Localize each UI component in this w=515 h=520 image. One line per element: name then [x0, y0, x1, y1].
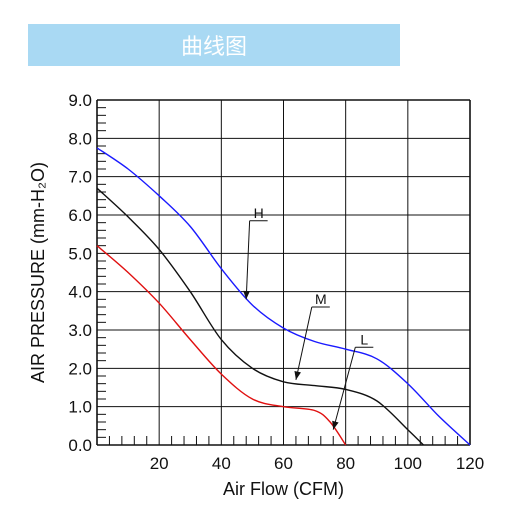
callout-arrowhead [294, 370, 301, 380]
callout-leader [332, 347, 356, 430]
banner-title: 曲线图 [180, 35, 247, 60]
series-line-h [96, 147, 471, 446]
y-tick-label: 4.0 [68, 283, 92, 302]
curve-label-m: M [315, 291, 327, 307]
x-tick-label: 20 [150, 454, 169, 473]
curve-pointers: H M L [243, 205, 374, 430]
y-tick-label: 3.0 [68, 321, 92, 340]
callout-arrowhead [332, 420, 339, 430]
chart-series [96, 147, 471, 446]
series-line-l [96, 245, 347, 446]
curve-label-l: L [360, 331, 368, 347]
x-tick-label: 80 [336, 454, 355, 473]
x-axis-title: Air Flow (CFM) [223, 479, 344, 499]
callout-leader [245, 220, 251, 300]
x-tick-label: 60 [274, 454, 293, 473]
x-tick-label: 100 [394, 454, 422, 473]
tick-labels: 0.0 1.0 2.0 3.0 4.0 5.0 6.0 7.0 8.0 9.0 20 40 60 80 10… [68, 91, 484, 473]
x-tick-label: 40 [212, 454, 231, 473]
callout-arrowhead [243, 290, 250, 300]
y-tick-label: 9.0 [68, 91, 92, 110]
curve-label-h: H [254, 205, 264, 221]
chart-grid [96, 99, 471, 446]
y-tick-label: 6.0 [68, 206, 92, 225]
y-tick-label: 7.0 [68, 168, 92, 187]
y-tick-label: 1.0 [68, 398, 92, 417]
y-axis-title: AIR PRESSURE (mm-H₂O) [28, 162, 48, 383]
minor-ticks [97, 107, 459, 445]
title-banner: 曲线图 [28, 24, 400, 66]
y-tick-label: 2.0 [68, 359, 92, 378]
y-tick-label: 0.0 [68, 436, 92, 455]
y-tick-label: 5.0 [68, 244, 92, 263]
callout-leader [295, 306, 313, 380]
y-tick-label: 8.0 [68, 129, 92, 148]
series-line-m [96, 187, 424, 446]
x-tick-label: 120 [456, 454, 484, 473]
